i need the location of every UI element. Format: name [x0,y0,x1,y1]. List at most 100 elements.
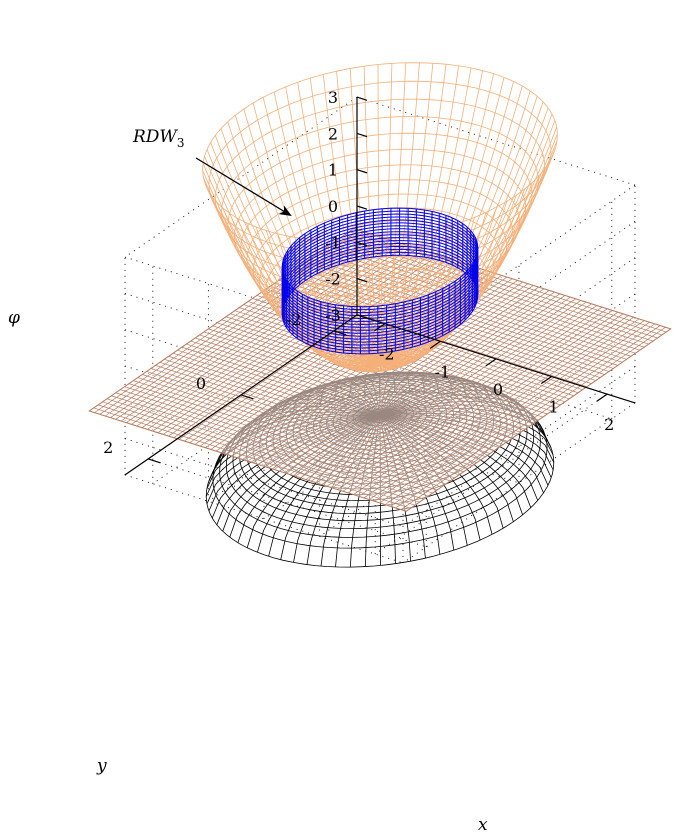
plane-line [124,386,442,488]
plane-line [406,328,671,512]
bowl-meridian [379,127,558,362]
grid-line [319,376,552,537]
bowl-meridian [379,63,434,362]
bowl-meridian [207,190,381,364]
grid-line [124,474,404,564]
z-tick [356,278,368,283]
plane-line [363,315,629,499]
grid-line [152,323,386,485]
plane-line [133,380,451,482]
y-axis-label: y [96,756,107,776]
grid-line [124,329,404,419]
bowl-meridian [379,101,544,362]
x-tick [596,393,608,402]
bowl-meridian [206,149,381,362]
annotation-label: RDW3 [132,127,185,150]
plane-line [102,401,420,503]
bowl-meridian [202,163,381,362]
z-tick [356,169,368,174]
bowl-meridian [379,73,495,362]
grid-line [208,340,441,502]
z-tick-label: -3 [325,306,341,325]
z-tick-label: 1 [328,161,338,180]
grid-line [356,96,636,186]
z-tick-label: -2 [325,270,341,289]
y-tick [240,394,254,400]
bowl-meridian [288,236,381,372]
y-tick-label: -2 [286,310,302,329]
bowl-meridian [340,241,381,373]
plane-line [106,398,424,500]
grid-line [374,393,608,555]
bowl-meridian [379,175,540,363]
ring-band [281,207,479,308]
plane-line [369,316,634,500]
plane-line [374,318,640,502]
x-tick [374,323,386,332]
plane-line [390,323,656,507]
grid-line [124,256,404,346]
x-tick-label: -1 [435,362,451,381]
domain-wall-ring [281,207,479,355]
plane-line [128,383,446,485]
plane-line [384,321,650,505]
bowl-meridian [246,222,381,369]
z-tick-label: 0 [328,197,338,216]
y-tick-label: 2 [103,438,113,457]
grid-line [124,292,404,382]
x-tick-label: 0 [493,380,503,399]
bowl-meridian [379,81,514,362]
z-tick [356,132,368,138]
plane-line [395,325,661,509]
bowl-meridian [379,65,460,362]
bowl-meridian [220,128,381,362]
bowl-meridian [379,140,558,362]
x-tick [485,358,497,367]
x-axis-label: x [478,815,488,835]
plane-line [379,320,645,504]
plane-line [120,389,438,491]
bowl-meridian [309,78,381,362]
grid-line [402,366,636,527]
rdw3-annotation: RDW3 [132,127,292,217]
plane-line [358,313,624,497]
bowl-meridian [273,91,381,362]
z-axis-label: φ [8,308,20,328]
grid-line [402,402,636,564]
x-tick-label: 1 [549,398,559,417]
plane-line [400,326,666,510]
y-tick [148,458,161,464]
annotation-arrow [195,157,292,217]
x-tick [429,340,441,349]
plane-line [111,395,429,497]
grid-line [263,358,497,520]
x-tick [541,376,552,385]
grid-line [148,458,427,548]
y-tick-label: 0 [196,374,206,393]
bowl-meridian [297,82,381,362]
z-tick [356,241,368,247]
plane-line [98,404,416,506]
grid-line [124,96,358,258]
bowl-meridian [336,71,381,362]
x-tick-label: -2 [379,345,395,364]
z-tick-label: 3 [328,88,338,107]
z-tick [356,205,368,210]
bowl-meridian [322,74,381,362]
bowl-meridian [234,115,381,362]
axes: 3 2 1 0 -1 -2 -3 -2 0 2 -2 -1 0 1 2 [103,88,636,476]
annotation-subscript: 3 [177,136,185,150]
bowl-meridian [300,238,381,372]
plane-line [115,392,433,494]
z-tick [356,96,368,101]
z-tick-label: 2 [328,124,338,143]
grid-line [124,438,404,528]
bowl-meridian [243,108,381,362]
annotation-main: RDW [132,127,178,147]
x-tick-label: 2 [604,415,614,434]
plane-line [89,410,407,512]
plane-line [93,407,411,509]
y-tick [333,330,347,336]
bowl-meridian [379,70,483,362]
